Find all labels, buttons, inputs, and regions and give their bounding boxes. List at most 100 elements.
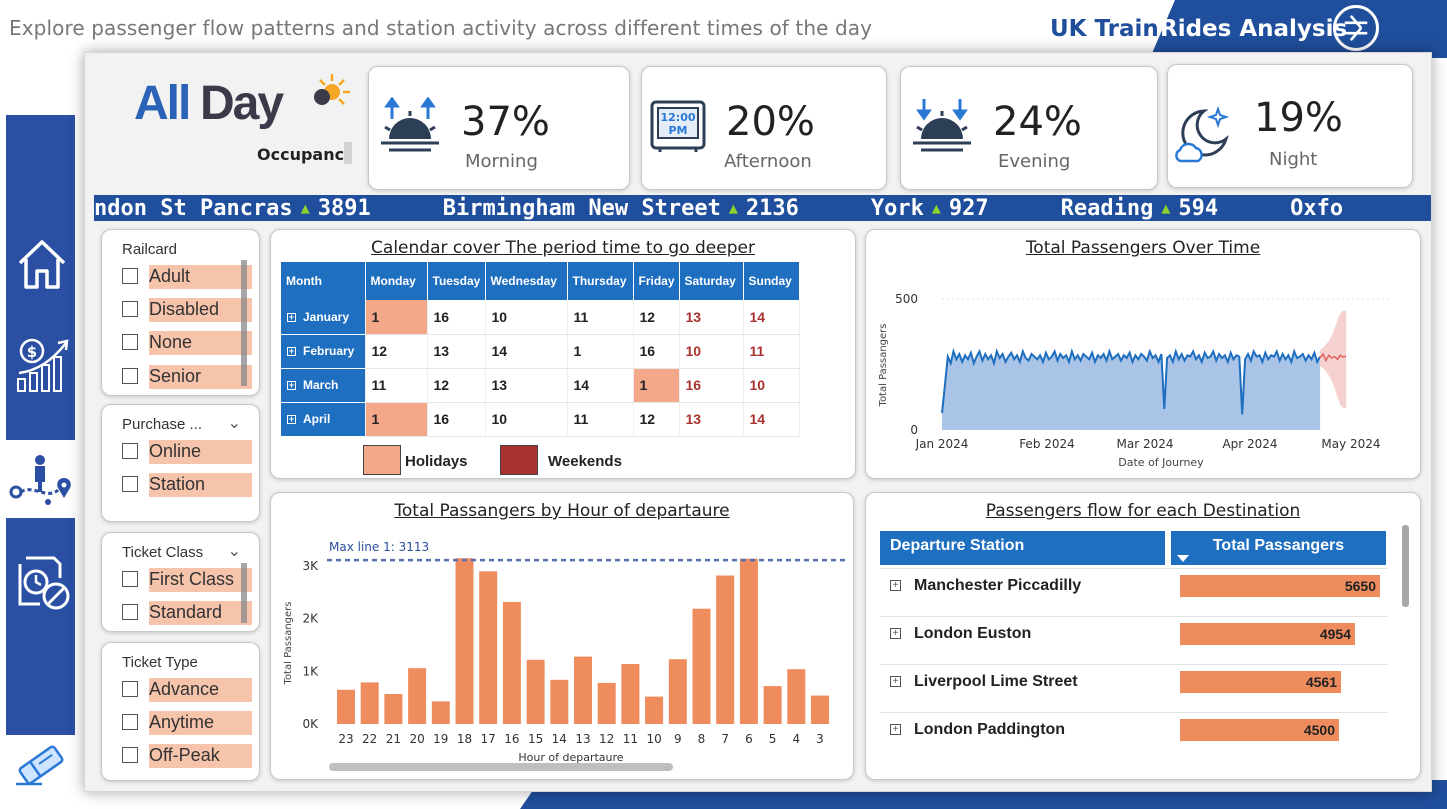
bar[interactable] bbox=[384, 694, 403, 724]
expand-plus-icon[interactable]: + bbox=[287, 380, 296, 390]
expand-plus-icon[interactable]: + bbox=[287, 414, 296, 424]
journey-route-icon[interactable] bbox=[8, 452, 74, 506]
checkbox[interactable] bbox=[122, 571, 138, 587]
expand-plus-icon[interactable]: + bbox=[287, 346, 296, 356]
bar[interactable] bbox=[502, 601, 521, 724]
calendar-day-cell[interactable]: 1 bbox=[567, 334, 634, 369]
bar[interactable] bbox=[408, 668, 427, 724]
expand-plus-icon[interactable]: + bbox=[890, 676, 901, 687]
calendar-day-cell[interactable]: 16 bbox=[679, 368, 744, 403]
calendar-column-header[interactable]: Tuesday bbox=[427, 262, 486, 300]
home-icon[interactable] bbox=[16, 237, 68, 291]
calendar-day-cell[interactable]: 12 bbox=[633, 402, 680, 437]
calendar-day-cell[interactable]: 11 bbox=[567, 402, 634, 437]
bar[interactable] bbox=[360, 682, 379, 724]
calendar-day-cell[interactable]: 11 bbox=[743, 334, 800, 369]
slicer-option-anytime[interactable]: Anytime bbox=[122, 711, 252, 735]
checkbox[interactable] bbox=[122, 368, 138, 384]
calendar-day-cell[interactable]: 16 bbox=[427, 402, 486, 437]
checkbox[interactable] bbox=[122, 334, 138, 350]
horizontal-scrollbar[interactable] bbox=[329, 763, 673, 771]
bar[interactable] bbox=[668, 659, 687, 724]
calendar-day-cell[interactable]: 11 bbox=[365, 368, 428, 403]
calendar-column-header[interactable]: Friday bbox=[633, 262, 680, 300]
slicer-option-senior[interactable]: Senior bbox=[122, 365, 252, 389]
expand-plus-icon[interactable]: + bbox=[890, 628, 901, 639]
calendar-day-cell[interactable]: 14 bbox=[743, 300, 800, 335]
revenue-growth-icon[interactable]: $ bbox=[16, 335, 72, 393]
calendar-day-cell[interactable]: 10 bbox=[485, 402, 568, 437]
checkbox[interactable] bbox=[122, 681, 138, 697]
slicer-scrollbar[interactable] bbox=[241, 260, 247, 386]
calendar-day-cell[interactable]: 10 bbox=[679, 334, 744, 369]
calendar-month-cell[interactable]: + January bbox=[281, 300, 366, 335]
slicer-option-first-class[interactable]: First Class bbox=[122, 568, 252, 592]
bar[interactable] bbox=[739, 558, 758, 724]
column-header-station[interactable]: Departure Station bbox=[880, 531, 1165, 565]
bar[interactable] bbox=[337, 689, 355, 724]
calendar-row[interactable]: + April 1 16 10 11 12 13 14 bbox=[281, 402, 800, 437]
calendar-day-cell[interactable]: 13 bbox=[427, 334, 486, 369]
bar[interactable] bbox=[597, 682, 616, 724]
slicer-option-advance[interactable]: Advance bbox=[122, 678, 252, 702]
calendar-row[interactable]: + February 12 13 14 1 16 10 11 bbox=[281, 334, 800, 369]
calendar-row[interactable]: + January 1 16 10 11 12 13 14 bbox=[281, 300, 800, 335]
expand-plus-icon[interactable]: + bbox=[287, 311, 296, 322]
checkbox[interactable] bbox=[122, 443, 138, 459]
bar[interactable] bbox=[645, 696, 664, 724]
calendar-column-header[interactable]: Monday bbox=[365, 262, 428, 300]
calendar-day-cell[interactable]: 16 bbox=[633, 334, 680, 369]
calendar-day-cell[interactable]: 14 bbox=[743, 402, 800, 437]
calendar-day-cell[interactable]: 12 bbox=[633, 300, 680, 335]
checkbox[interactable] bbox=[122, 268, 138, 284]
checkbox[interactable] bbox=[122, 747, 138, 763]
bar[interactable] bbox=[811, 695, 829, 724]
slicer-option-station[interactable]: Station bbox=[122, 473, 252, 497]
calendar-month-cell[interactable]: + March bbox=[281, 368, 366, 403]
vertical-scrollbar[interactable] bbox=[1402, 525, 1409, 607]
checkbox[interactable] bbox=[122, 476, 138, 492]
slicer-option-adult[interactable]: Adult bbox=[122, 265, 252, 289]
calendar-column-header[interactable]: Thursday bbox=[567, 262, 634, 300]
calendar-column-header[interactable]: Wednesday bbox=[485, 262, 568, 300]
delay-clock-icon[interactable] bbox=[16, 554, 72, 612]
calendar-column-header[interactable]: Month bbox=[281, 262, 366, 300]
bar[interactable] bbox=[431, 701, 450, 724]
calendar-day-cell[interactable]: 1 bbox=[365, 300, 428, 335]
expand-plus-icon[interactable]: + bbox=[890, 580, 901, 591]
bar[interactable] bbox=[763, 686, 782, 724]
checkbox[interactable] bbox=[122, 604, 138, 620]
slicer-option-off-peak[interactable]: Off-Peak bbox=[122, 744, 252, 768]
chevron-down-icon[interactable]: ⌄ bbox=[227, 543, 241, 560]
calendar-month-cell[interactable]: + February bbox=[281, 334, 366, 369]
slicer-option-disabled[interactable]: Disabled bbox=[122, 298, 252, 322]
checkbox[interactable] bbox=[122, 714, 138, 730]
calendar-day-cell[interactable]: 10 bbox=[743, 368, 800, 403]
calendar-day-cell[interactable]: 14 bbox=[567, 368, 634, 403]
calendar-month-cell[interactable]: + April bbox=[281, 402, 366, 437]
calendar-day-cell[interactable]: 1 bbox=[633, 368, 680, 403]
calendar-day-cell[interactable]: 1 bbox=[365, 402, 428, 437]
bar[interactable] bbox=[550, 679, 569, 724]
bar[interactable] bbox=[479, 571, 498, 724]
calendar-day-cell[interactable]: 13 bbox=[679, 300, 744, 335]
eraser-icon[interactable] bbox=[14, 744, 68, 786]
calendar-day-cell[interactable]: 13 bbox=[679, 402, 744, 437]
bar[interactable] bbox=[716, 575, 735, 725]
calendar-day-cell[interactable]: 11 bbox=[567, 300, 634, 335]
calendar-day-cell[interactable]: 10 bbox=[485, 300, 568, 335]
slicer-scrollbar[interactable] bbox=[241, 563, 247, 623]
calendar-row[interactable]: + March 11 12 13 14 1 16 10 bbox=[281, 368, 800, 403]
bar[interactable] bbox=[621, 664, 640, 724]
calendar-day-cell[interactable]: 13 bbox=[485, 368, 568, 403]
slicer-option-none[interactable]: None bbox=[122, 331, 252, 355]
calendar-day-cell[interactable]: 16 bbox=[427, 300, 486, 335]
bar[interactable] bbox=[526, 659, 545, 724]
calendar-column-header[interactable]: Sunday bbox=[743, 262, 800, 300]
slicer-option-online[interactable]: Online bbox=[122, 440, 252, 464]
calendar-day-cell[interactable]: 12 bbox=[427, 368, 486, 403]
calendar-column-header[interactable]: Saturday bbox=[679, 262, 744, 300]
slicer-option-standard[interactable]: Standard bbox=[122, 601, 252, 625]
sort-descending-icon[interactable] bbox=[1177, 555, 1189, 562]
expand-plus-icon[interactable]: + bbox=[890, 724, 901, 735]
